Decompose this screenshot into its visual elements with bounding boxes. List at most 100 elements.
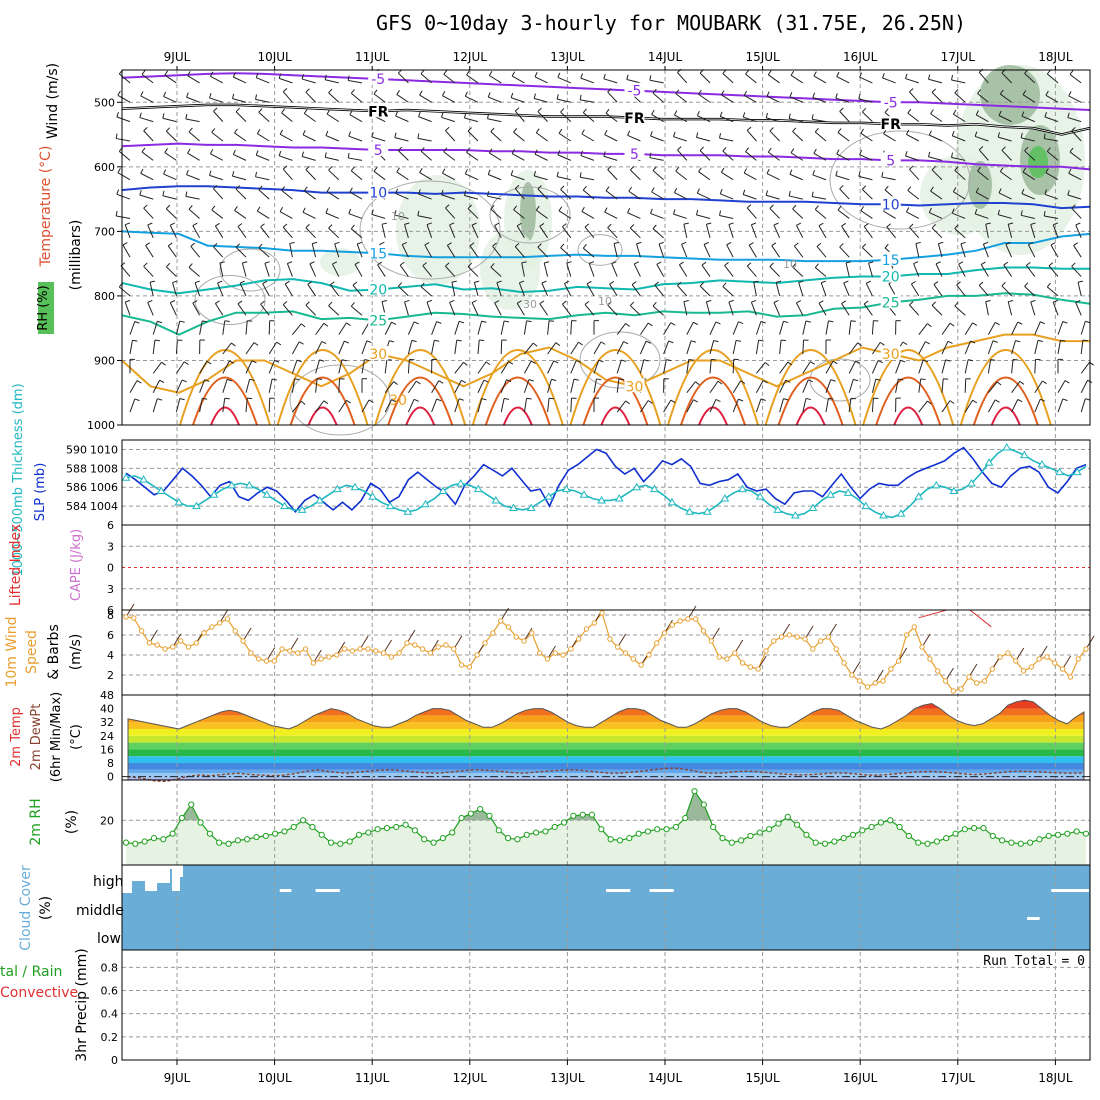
- wind-barb-flag: [954, 224, 959, 229]
- wind-barb-flag: [1037, 339, 1043, 342]
- wind-barb: [848, 398, 852, 413]
- wind-barb: [407, 380, 417, 394]
- wind-barb: [302, 156, 316, 161]
- wind-barb: [814, 131, 827, 142]
- wind-barb: [147, 224, 154, 239]
- temp-tick-label: 32: [100, 716, 114, 729]
- contour-35-loop: [875, 376, 942, 426]
- contour-35-loop: [387, 376, 454, 426]
- wind-barb-flag: [837, 128, 842, 133]
- thickness-point: [297, 505, 307, 513]
- wind-barb: [149, 282, 154, 297]
- rh-point: [747, 832, 754, 840]
- thickness-point: [262, 490, 272, 498]
- wind-barb-flag: [264, 261, 270, 264]
- rh-point: [915, 839, 922, 846]
- wind-barb: [766, 194, 780, 200]
- wind-barb: [214, 225, 224, 239]
- wind-barb-flag: [683, 300, 689, 303]
- wind-barb-flag: [1082, 339, 1088, 342]
- wind-barb-flag: [371, 209, 374, 215]
- wind-barb: [909, 91, 920, 103]
- wind-barb: [264, 263, 270, 277]
- wind-barb-flag: [1068, 91, 1072, 97]
- date-label-bottom: 11JUL: [355, 1071, 390, 1085]
- wind-barb: [1030, 224, 1036, 238]
- wind-barb-flag: [683, 222, 689, 225]
- wind-barb-flag: [758, 339, 764, 342]
- wind-barb: [792, 208, 804, 219]
- wind-barb: [960, 243, 966, 258]
- cloud-gap: [176, 865, 183, 877]
- wind-barb-flag: [213, 107, 218, 112]
- contour-40-loop: [795, 406, 826, 426]
- wind-barb: [933, 284, 943, 297]
- wind-barb: [352, 284, 363, 297]
- thickness-point: [280, 501, 289, 510]
- wind-barb-flag: [136, 380, 142, 384]
- wind-barb: [941, 322, 951, 335]
- wind-barb: [941, 359, 947, 374]
- wind-barb: [604, 134, 618, 142]
- wind-barb-flag: [837, 205, 842, 211]
- wind-barb-flag: [658, 241, 664, 245]
- wind-barb: [633, 263, 641, 277]
- wind-barb: [431, 398, 438, 413]
- wind-barb-flag: [913, 261, 919, 265]
- wind-barb-flag: [818, 222, 824, 227]
- wind-barb-flag: [456, 339, 462, 342]
- wind-barb: [677, 149, 688, 161]
- wind-barb: [654, 284, 664, 297]
- wind-barb: [603, 155, 618, 161]
- date-label-bottom: 10JUL: [257, 1071, 292, 1085]
- wind-barb: [279, 133, 293, 142]
- wind-barb: [953, 113, 966, 123]
- temperature-band: [128, 742, 1084, 750]
- wind-barb: [663, 340, 670, 355]
- wind-barb: [222, 360, 230, 374]
- thickness-point: [509, 503, 518, 511]
- rh-point: [859, 827, 866, 834]
- wind-barb-flag: [350, 166, 355, 172]
- wind-barb: [779, 361, 789, 374]
- thickness-point: [174, 497, 184, 506]
- wind-barb-flag: [719, 189, 723, 195]
- wind-barb: [282, 226, 293, 239]
- wind-barb: [627, 134, 641, 142]
- rh-point: [411, 827, 419, 834]
- wind-barb-flag: [688, 359, 694, 361]
- wind-barb: [686, 381, 696, 394]
- temperature-band: [128, 700, 1084, 702]
- wind-barb: [213, 188, 224, 200]
- wind-barb: [441, 194, 455, 200]
- wind-barb: [143, 130, 154, 142]
- wind-barb-flag: [1046, 282, 1051, 288]
- wind-barb: [514, 188, 525, 200]
- wind-barb: [861, 189, 873, 200]
- contour-label: 30: [389, 393, 407, 409]
- wind-barb-flag: [281, 108, 286, 114]
- wind-barb: [325, 79, 339, 84]
- rh-point: [821, 840, 829, 847]
- contour-30-loop: [667, 349, 759, 426]
- wind-barb-flag: [379, 241, 385, 245]
- wind-barb: [477, 398, 483, 413]
- wind-barb-flag: [494, 300, 500, 304]
- wind-barb-flag: [788, 190, 791, 197]
- wind-barb-flag: [745, 147, 750, 152]
- wind-barb: [1025, 265, 1036, 277]
- wind10m-point: [817, 638, 824, 644]
- wind-barb: [779, 340, 782, 355]
- wind-barb-flag: [347, 152, 350, 159]
- wind10m-point: [607, 636, 613, 642]
- wind-barb-flag: [938, 241, 944, 245]
- wind-barb: [477, 379, 485, 393]
- wind-barb-flag: [607, 165, 612, 170]
- wind-barb: [825, 360, 834, 374]
- wind10m-point: [1075, 656, 1081, 662]
- wind-barb-flag: [905, 151, 908, 157]
- wind-barb-flag: [458, 320, 465, 324]
- rh-point: [374, 826, 381, 833]
- wind-barb-flag: [861, 243, 867, 248]
- wind10m-point: [810, 646, 816, 652]
